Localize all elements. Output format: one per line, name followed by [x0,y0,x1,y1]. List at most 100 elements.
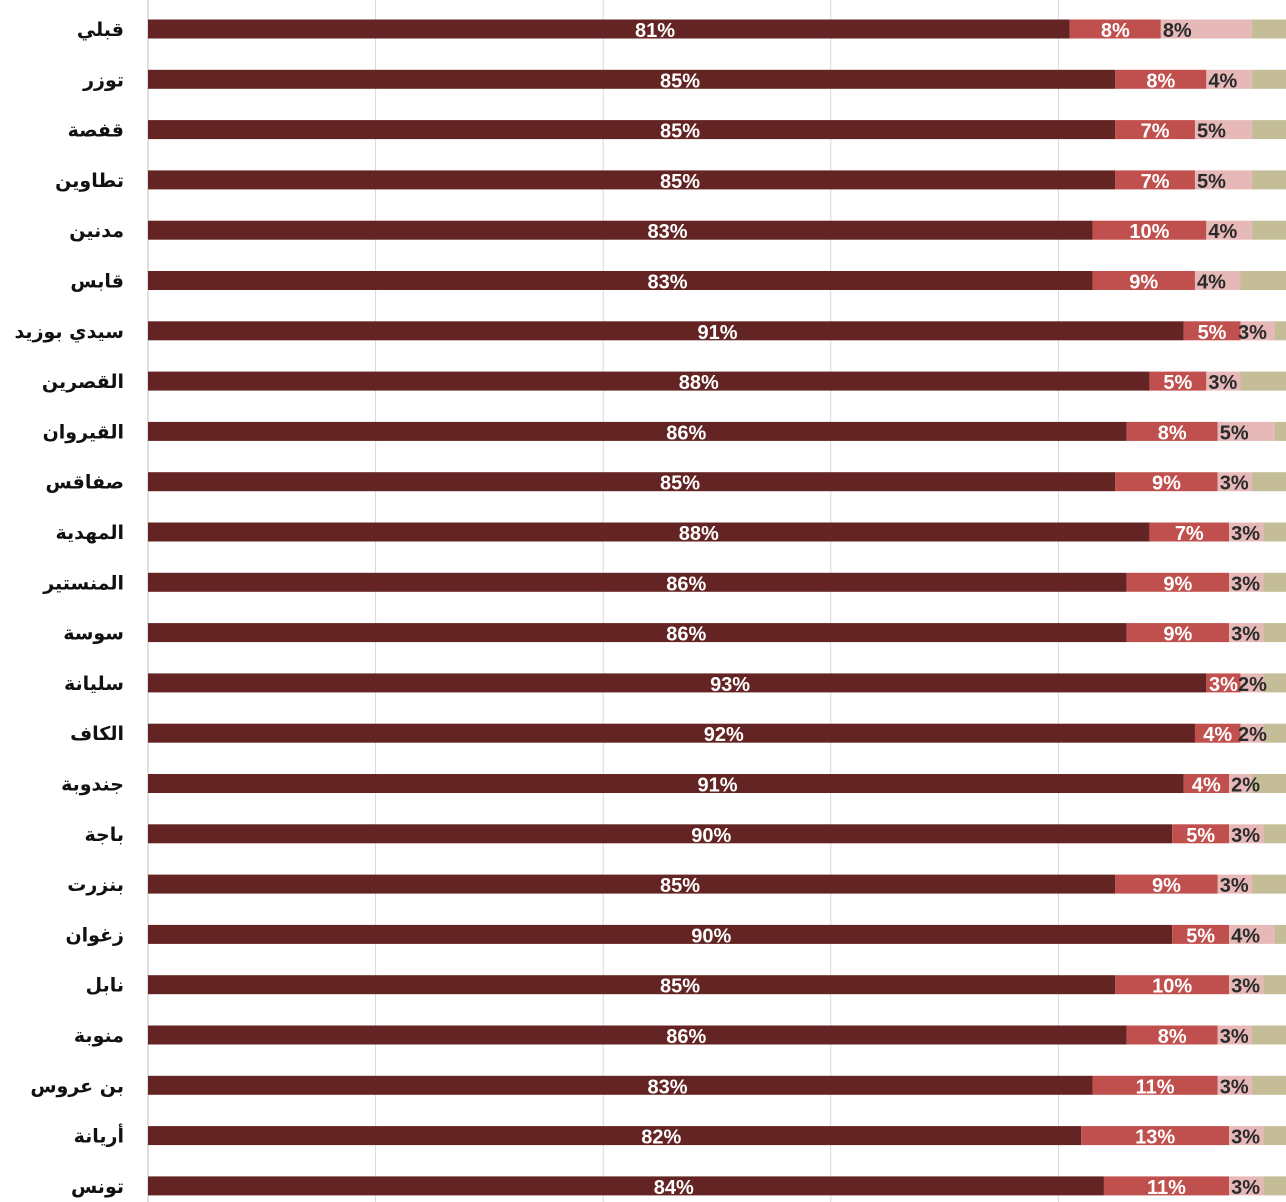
value-label-series-2: 11% [1136,1076,1175,1098]
bar-segment-series-3 [1206,220,1252,240]
bar-segment-series-3 [1229,924,1275,944]
value-label-series-2: 8% [1101,20,1130,42]
value-label-series-3: 3% [1231,624,1260,646]
value-label-series-1: 85% [660,70,700,92]
value-label-series-3: 4% [1208,70,1237,92]
bar-segment-series-4 [1251,120,1286,140]
bar-segment-series-1 [148,421,1127,441]
value-label-series-3: 3% [1231,1127,1260,1149]
bar-segment-series-3 [1240,723,1264,743]
value-label-series-3: 5% [1197,121,1226,143]
bar-segment-series-1 [148,371,1150,391]
category-label: صفاقس [46,472,124,494]
category-label: بن عروس [30,1075,124,1097]
bar-segment-series-3 [1217,472,1252,492]
value-label-series-3: 4% [1231,925,1260,947]
bar-segment-series-2 [1069,19,1161,39]
bar-segment-series-1 [148,1126,1082,1146]
value-labels: 81% 8% 8% 85% 8% 4% 85% 7% 5% 85% 7% 5% 83% 10% 4% 83% 9… [635,20,1267,1199]
value-label-series-3: 3% [1220,875,1249,897]
bar-segment-series-3 [1206,69,1252,89]
bar-segment-series-4 [1251,69,1286,89]
bar-segment-series-1 [148,975,1116,995]
bar-segment-series-3 [1229,975,1264,995]
bar-segment-series-2 [1081,1126,1230,1146]
bar-segment-series-1 [148,673,1207,693]
value-label-series-2: 7% [1141,171,1170,193]
category-label: تونس [71,1176,124,1198]
value-label-series-1: 90% [691,925,731,947]
value-label-series-2: 4% [1203,724,1232,746]
value-label-series-1: 83% [647,272,687,294]
bar-segment-series-1 [148,824,1173,844]
category-label: جندوبة [61,774,124,796]
bar-segment-series-4 [1251,472,1286,492]
bar-segment-series-4 [1263,572,1286,592]
bar-segment-series-3 [1160,19,1252,39]
value-label-series-1: 86% [666,624,706,646]
value-label-series-1: 81% [635,20,675,42]
bar-segment-series-2 [1194,723,1241,743]
bar-segment-series-1 [148,774,1184,793]
category-label: منوبة [74,1025,124,1047]
value-label-series-3: 3% [1208,372,1237,394]
bar-segment-series-4 [1263,975,1286,995]
bar-segment-series-2 [1126,421,1218,441]
bar-segment-series-4 [1251,874,1286,894]
category-label: بنزرت [67,874,124,896]
value-label-series-3: 3% [1220,473,1249,495]
value-label-series-1: 85% [660,171,700,193]
bar-segment-series-3 [1217,874,1252,894]
value-label-series-3: 2% [1238,724,1267,746]
bar-segment-series-4 [1251,1075,1286,1095]
category-label: سوسة [63,623,124,645]
bar-segment-series-4 [1263,1126,1286,1146]
bar-segment-series-1 [148,572,1127,592]
value-label-series-2: 5% [1198,322,1227,344]
bar-segment-series-3 [1229,1176,1264,1196]
gridlines [147,0,1059,1202]
value-label-series-3: 2% [1231,775,1260,797]
bar-segment-series-2 [1115,170,1195,190]
bar-segment-series-2 [1115,69,1207,89]
bar-segment-series-1 [148,69,1116,89]
category-label: قفصة [68,120,124,142]
bar-segment-series-4 [1263,673,1286,693]
bar-segment-series-4 [1263,1176,1286,1196]
value-label-series-2: 7% [1175,523,1204,545]
bar-segment-series-1 [148,623,1127,643]
bar-segment-series-1 [148,271,1093,290]
value-label-series-3: 3% [1231,976,1260,998]
value-label-series-3: 3% [1231,825,1260,847]
value-label-series-2: 9% [1152,473,1181,495]
bar-segment-series-2 [1183,321,1241,341]
bar-segment-series-2 [1172,824,1230,844]
value-label-series-1: 86% [666,573,706,595]
bar-segment-series-1 [148,19,1070,39]
bar-segment-series-2 [1115,874,1218,894]
value-label-series-1: 91% [698,322,738,344]
value-label-series-1: 85% [660,875,700,897]
bar-segment-series-2 [1206,673,1241,693]
value-label-series-3: 3% [1220,1076,1249,1098]
value-label-series-2: 5% [1186,825,1215,847]
bar-segment-series-1 [148,924,1173,944]
value-label-series-1: 93% [710,674,750,696]
bar-segment-series-4 [1263,522,1286,542]
bar-segment-series-3 [1194,170,1252,190]
category-label: أريانة [74,1124,124,1148]
value-label-series-1: 86% [666,1026,706,1048]
bar-segment-series-3 [1229,774,1252,793]
value-label-series-2: 5% [1186,925,1215,947]
category-labels: قبلي توزر قفصة تطاوين مدنين قابس سيدي بوزيد الق… [14,19,124,1198]
bar-segment-series-4 [1274,421,1286,441]
bar-segment-series-4 [1251,170,1286,190]
value-label-series-3: 4% [1208,221,1237,243]
bar-segment-series-2 [1115,472,1218,492]
value-label-series-3: 4% [1197,272,1226,294]
value-label-series-1: 91% [698,775,738,797]
category-label: المهدية [55,522,124,544]
value-label-series-2: 9% [1129,272,1158,294]
value-label-series-2: 7% [1141,121,1170,143]
